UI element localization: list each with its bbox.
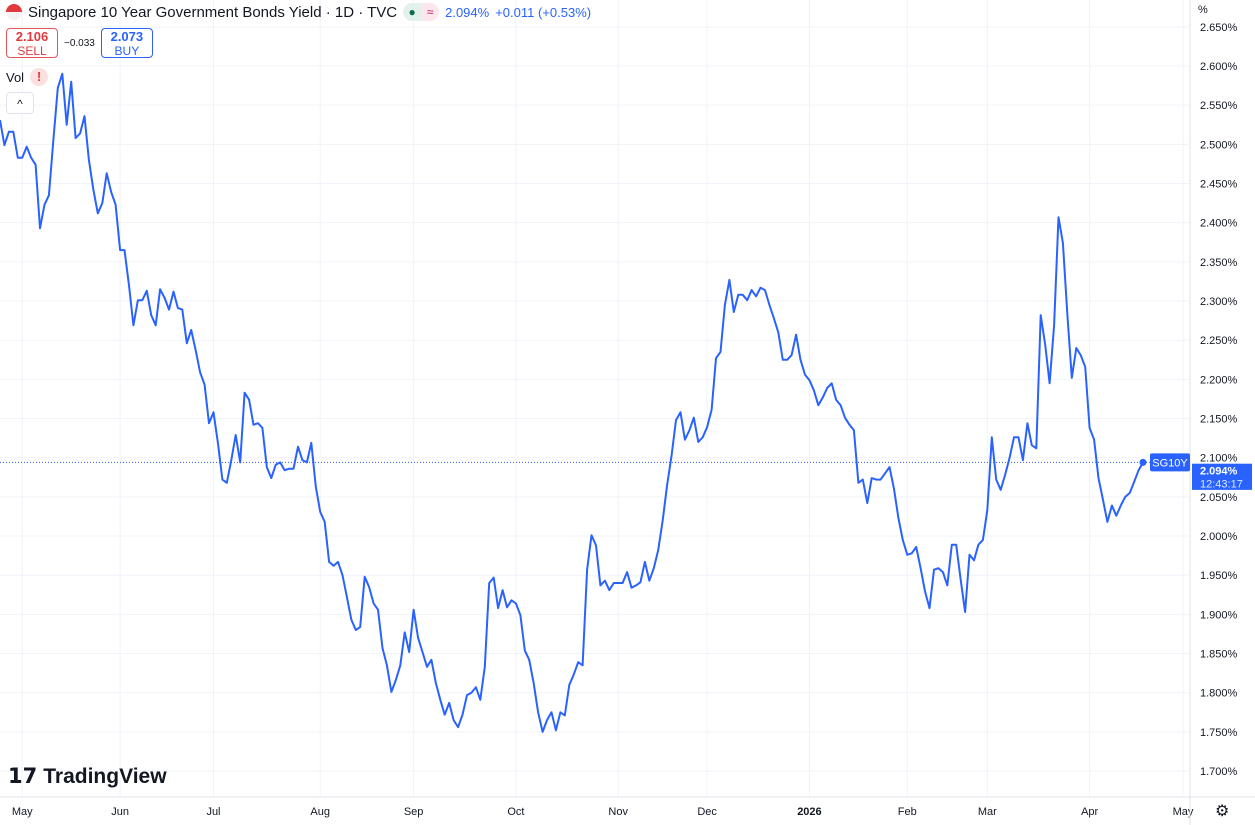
x-tick-label: Dec: [697, 806, 717, 818]
price-change: +0.011 (+0.53%): [495, 4, 592, 20]
last-price-tag-bg: [1192, 463, 1252, 490]
y-tick-label: 2.100%: [1200, 453, 1238, 465]
x-tick-label: Jun: [111, 806, 129, 818]
sell-price: 2.106: [15, 29, 49, 44]
y-tick-label: 2.600%: [1200, 61, 1238, 73]
tv-logo-icon: 𝟭𝟳: [8, 765, 38, 788]
buy-price: 2.073: [110, 29, 144, 44]
axis-unit[interactable]: %: [1198, 4, 1208, 16]
symbol-label: SG10Y: [1152, 457, 1188, 469]
settings-gear-icon[interactable]: ⚙: [1215, 803, 1230, 820]
y-tick-label: 2.300%: [1200, 296, 1238, 308]
x-tick-label: Jul: [206, 806, 220, 818]
y-tick-label: 1.750%: [1200, 727, 1238, 739]
x-tick-label: Aug: [310, 806, 330, 818]
status-pill[interactable]: ● ≈: [403, 3, 440, 21]
y-tick-label: 2.500%: [1200, 139, 1238, 151]
y-tick-label: 1.850%: [1200, 649, 1238, 661]
x-tick-label: Feb: [898, 806, 917, 818]
y-tick-label: 1.900%: [1200, 609, 1238, 621]
x-tick-label: May: [12, 806, 33, 818]
logo-text: TradingView: [43, 764, 167, 788]
x-tick-label: 2026: [797, 806, 821, 818]
y-tick-label: 1.700%: [1200, 766, 1238, 778]
spread: −0.033: [64, 37, 95, 49]
market-open-dot-icon: ●: [403, 3, 422, 21]
series-line: [0, 72, 1144, 733]
y-tick-label: 1.800%: [1200, 688, 1238, 700]
y-tick-label: 2.350%: [1200, 257, 1238, 269]
y-tick-label: 2.200%: [1200, 374, 1238, 386]
y-tick-label: 2.550%: [1200, 100, 1238, 112]
y-tick-label: 2.450%: [1200, 179, 1238, 191]
delayed-data-icon: ≈: [421, 3, 440, 21]
y-tick-label: 2.400%: [1200, 218, 1238, 230]
x-tick-label: Sep: [404, 806, 424, 818]
chart-header: Singapore 10 Year Government Bonds Yield…: [6, 3, 591, 21]
collapse-indicators-button[interactable]: ^: [6, 92, 34, 114]
buy-button[interactable]: 2.073 BUY: [100, 28, 153, 58]
y-tick-label: 2.150%: [1200, 414, 1238, 426]
last-price-tag: 2.094%: [1200, 466, 1238, 478]
y-tick-label: 2.050%: [1200, 492, 1238, 504]
y-tick-label: 2.250%: [1200, 335, 1238, 347]
sell-label: SELL: [17, 44, 47, 58]
sell-button[interactable]: 2.106 SELL: [6, 28, 58, 58]
last-point: [1139, 458, 1147, 466]
symbol-title[interactable]: Singapore 10 Year Government Bonds Yield…: [28, 3, 398, 21]
bar-countdown: 12:43:17: [1200, 479, 1243, 491]
y-tick-label: 1.950%: [1200, 570, 1238, 582]
x-tick-label: Mar: [978, 806, 997, 818]
y-tick-label: 2.650%: [1200, 22, 1238, 34]
singapore-flag-icon: [6, 4, 22, 20]
trade-panel: 2.106 SELL −0.033 2.073 BUY: [6, 28, 153, 58]
tradingview-logo[interactable]: 𝟭𝟳 TradingView: [8, 764, 167, 789]
x-tick-label: May: [1173, 806, 1194, 818]
symbol-label-bg: [1150, 453, 1190, 472]
buy-label: BUY: [114, 44, 140, 58]
warning-icon[interactable]: !: [30, 68, 49, 86]
last-price: 2.094%: [445, 4, 490, 20]
volume-indicator[interactable]: Vol !: [6, 68, 49, 86]
x-tick-label: Apr: [1081, 806, 1098, 818]
y-tick-label: 2.000%: [1200, 531, 1238, 543]
x-tick-label: Nov: [608, 806, 628, 818]
volume-label: Vol: [6, 69, 25, 85]
x-tick-label: Oct: [507, 806, 524, 818]
